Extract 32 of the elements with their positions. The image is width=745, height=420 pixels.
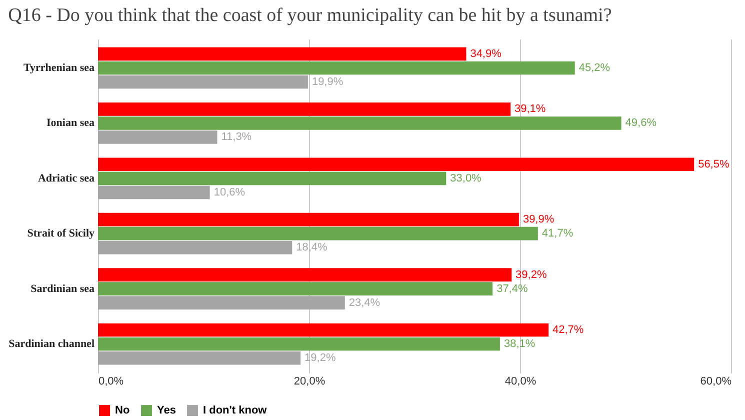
x-tick-label: 0,0%: [98, 376, 124, 388]
data-label: 19,9%: [312, 76, 344, 88]
data-label: 39,9%: [522, 214, 554, 226]
data-label: 39,2%: [516, 268, 547, 281]
data-label: 18,4%: [296, 242, 328, 254]
data-label: 37,4%: [496, 282, 528, 295]
y-tick-label: Sardinian channel: [8, 338, 94, 350]
y-tick-label: Tyrrhenian sea: [24, 62, 95, 74]
y-tick-label: Strait of Sicily: [27, 228, 95, 240]
x-tick-label: 60,0%: [700, 376, 732, 388]
data-label: 10,6%: [214, 186, 246, 198]
data-label: 33,0%: [450, 172, 482, 184]
data-label: 34,9%: [470, 48, 502, 60]
data-label: 38,1%: [504, 338, 536, 350]
y-tick-label: Adriatic sea: [38, 172, 95, 184]
data-label: 11,3%: [221, 131, 252, 144]
data-label: 56,5%: [698, 158, 730, 170]
legend-label: No: [115, 404, 130, 417]
data-label: 23,4%: [348, 296, 380, 309]
y-tick-label: Ionian sea: [46, 117, 95, 130]
legend-label: I don't know: [203, 404, 268, 417]
x-tick-label: 40,0%: [504, 376, 536, 388]
legend-label: Yes: [157, 404, 176, 417]
data-label: 42,7%: [552, 324, 584, 336]
data-label: 49,6%: [625, 117, 657, 130]
x-tick-label: 20,0%: [294, 376, 326, 388]
y-tick-label: Sardinian sea: [30, 282, 95, 295]
data-label: 45,2%: [578, 62, 610, 74]
data-label: 41,7%: [542, 228, 574, 240]
data-label: 39,1%: [514, 103, 546, 116]
chart-title: Q16 - Do you think that the coast of your municipality can be hit by a tsunami?: [8, 5, 612, 26]
data-label: 19,2%: [304, 352, 336, 364]
